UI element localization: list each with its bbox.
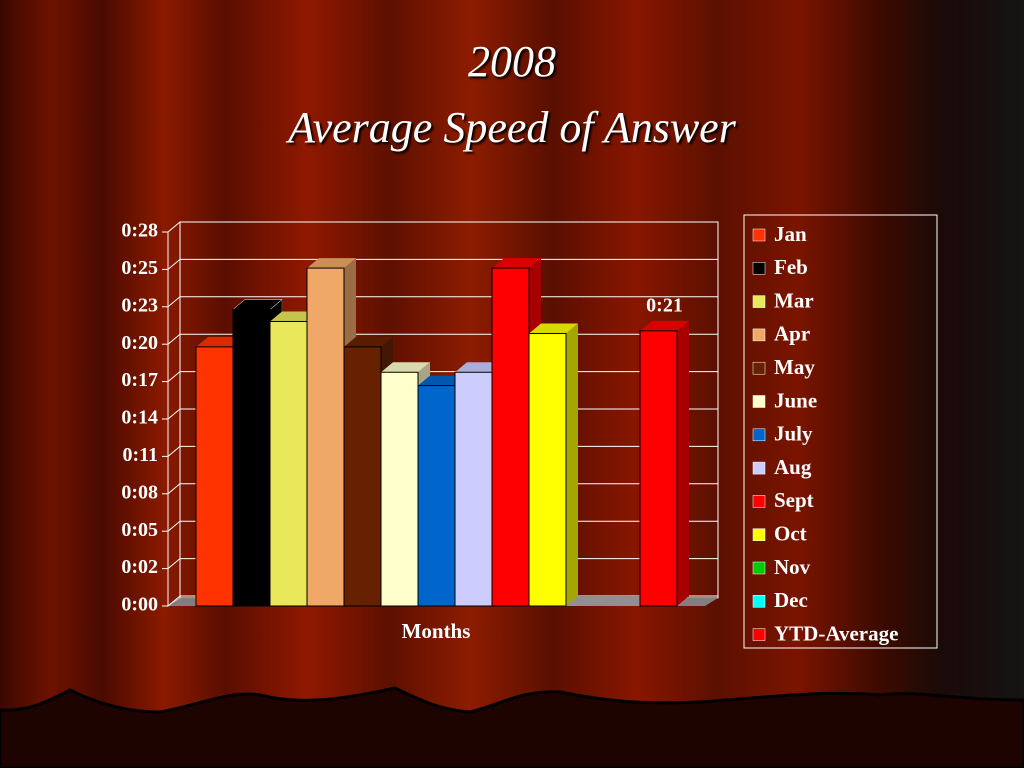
bar xyxy=(306,267,345,607)
bar xyxy=(232,308,271,607)
y-tick-label: 0:25 xyxy=(121,257,158,279)
bar xyxy=(454,371,493,607)
bar-side xyxy=(677,320,689,606)
legend-swatch xyxy=(752,595,766,608)
legend-swatch xyxy=(752,495,766,508)
legend-swatch xyxy=(752,361,766,375)
legend-label: Apr xyxy=(774,322,810,346)
bar-side xyxy=(566,323,578,606)
bar xyxy=(195,346,234,607)
bar xyxy=(639,330,678,607)
legend-swatch xyxy=(752,461,766,475)
chart-subtitle: Average Speed of Answer xyxy=(285,103,737,152)
bar xyxy=(343,346,382,607)
bar xyxy=(269,320,308,607)
y-tick-label: 0:17 xyxy=(121,369,158,391)
y-tick-label: 0:11 xyxy=(122,444,158,466)
bar xyxy=(528,333,567,607)
grid-line xyxy=(167,221,718,233)
y-tick-label: 0:14 xyxy=(121,407,158,429)
legend-label: YTD-Average xyxy=(774,621,898,645)
legend-swatch xyxy=(752,428,766,442)
bar-top xyxy=(307,258,356,269)
bar-top xyxy=(344,336,393,347)
curtain-hem xyxy=(0,686,1024,770)
bar-top xyxy=(529,323,578,334)
y-tick-label: 0:08 xyxy=(121,481,158,503)
bar-top xyxy=(381,362,430,373)
y-tick-label: 0:23 xyxy=(121,294,158,316)
bar xyxy=(380,371,419,607)
legend-label: Sept xyxy=(774,488,814,512)
legend-swatch xyxy=(752,328,766,342)
chart-title: 2008 xyxy=(468,37,556,86)
legend-swatch xyxy=(752,561,766,575)
legend-swatch xyxy=(752,628,766,641)
legend-swatch xyxy=(752,528,766,541)
legend-label: Oct xyxy=(774,522,807,546)
legend-swatch xyxy=(752,395,766,408)
legend-label: Dec xyxy=(774,588,808,612)
legend-label: Aug xyxy=(774,455,812,479)
bar-top xyxy=(640,320,689,331)
legend-swatch xyxy=(752,295,766,308)
bar-top xyxy=(566,596,615,606)
legend-swatch xyxy=(752,262,766,275)
legend-label: Mar xyxy=(774,288,814,312)
legend-label: June xyxy=(774,388,817,412)
bar xyxy=(491,267,530,607)
legend-label: Feb xyxy=(774,255,808,279)
legend xyxy=(743,214,938,649)
x-axis-label: Months xyxy=(402,619,471,643)
bar xyxy=(417,385,456,607)
bar-top xyxy=(492,258,541,269)
y-tick-label: 0:00 xyxy=(121,594,158,616)
legend-label: Jan xyxy=(774,222,807,246)
legend-label: May xyxy=(774,355,815,379)
y-tick-label: 0:28 xyxy=(121,220,158,242)
data-label: 0:21 xyxy=(646,294,683,316)
legend-label: July xyxy=(774,422,813,446)
y-tick-label: 0:02 xyxy=(121,556,158,578)
y-tick-label: 0:20 xyxy=(121,332,158,354)
legend-label: Nov xyxy=(774,555,811,579)
y-tick-label: 0:05 xyxy=(121,519,158,541)
legend-swatch xyxy=(752,228,766,242)
